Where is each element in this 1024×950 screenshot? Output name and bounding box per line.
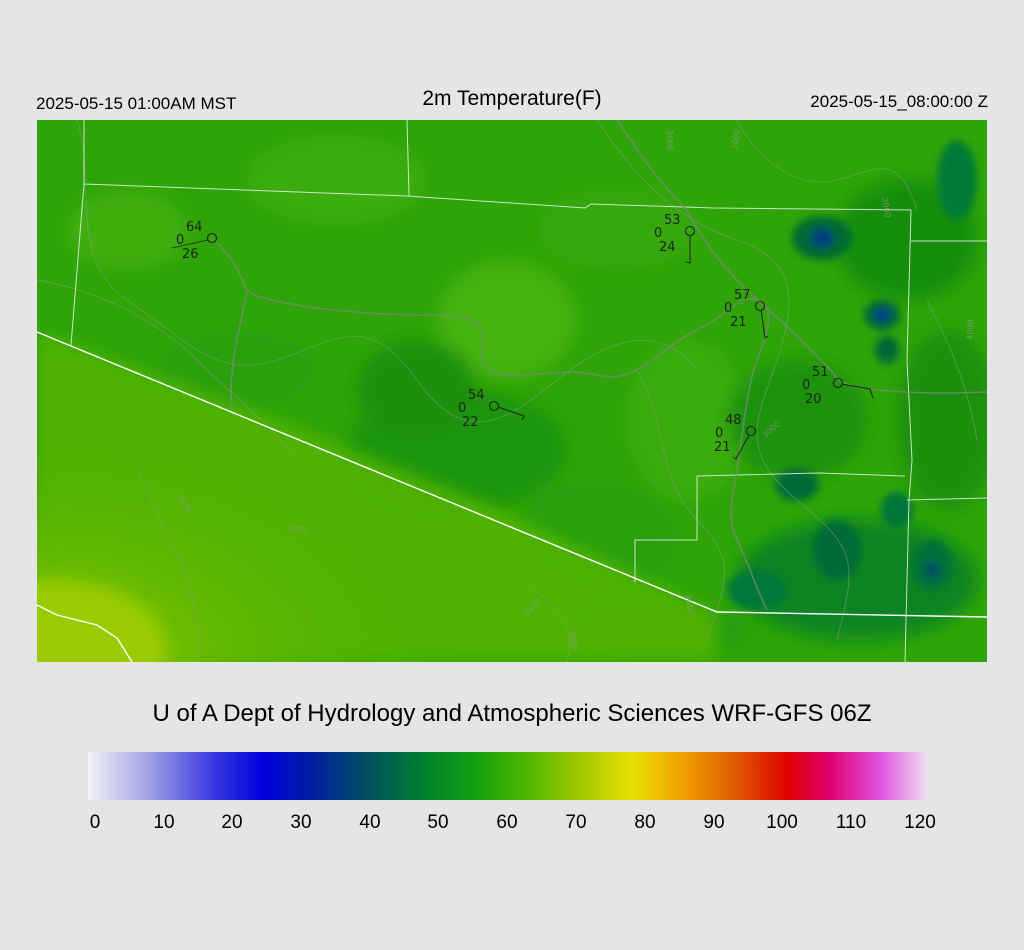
station-mid: 0 [654, 226, 662, 241]
station-temp: 51 [812, 365, 829, 380]
county-borders [70, 120, 987, 662]
wind-barb [841, 383, 874, 399]
station-plot: 53 0 24 [654, 213, 696, 264]
station-plot: 51 0 20 [802, 365, 874, 407]
station-plot: 64 0 26 [171, 220, 218, 262]
international-border [37, 331, 987, 662]
colorbar-tick: 90 [703, 812, 725, 833]
cold-spots [727, 140, 977, 610]
colorbar-tick: 100 [766, 812, 798, 833]
topo-contours [37, 120, 978, 662]
station-temp: 53 [664, 213, 681, 228]
highways [211, 120, 987, 611]
colorbar-tick: 70 [565, 812, 587, 833]
station-dewpoint: 22 [462, 415, 479, 430]
colorbar-tick: 120 [904, 812, 936, 833]
contour-label: 3000 [880, 197, 892, 219]
station-dewpoint: 21 [714, 440, 731, 455]
station-mid: 0 [176, 233, 184, 248]
colorbar-tick: 10 [153, 812, 175, 833]
contour-label: 4000 [683, 594, 695, 616]
warmest-zone [37, 580, 167, 662]
colorbar-tick: 20 [221, 812, 243, 833]
colorbar-tick: 50 [427, 812, 449, 833]
station-dewpoint: 21 [730, 315, 747, 330]
station-plot: 57 0 21 [724, 288, 769, 339]
contour-label: 3000 [665, 130, 674, 150]
local-time-label: 2025-05-15 01:00AM MST [36, 94, 237, 113]
station-temp: 57 [734, 288, 751, 303]
station-circle [488, 400, 500, 412]
station-dewpoint: 26 [182, 247, 199, 262]
model-credit: U of A Dept of Hydrology and Atmospheric… [152, 700, 872, 727]
station-dewpoint: 20 [805, 392, 822, 407]
station-plot: 54 0 22 [458, 388, 525, 430]
station-plot: 48 0 21 [714, 413, 757, 460]
colorbar-tick: 40 [359, 812, 381, 833]
station-circle [832, 377, 844, 389]
station-mid: 0 [724, 301, 732, 316]
station-mid: 0 [715, 426, 723, 441]
station-circle [206, 232, 218, 244]
station-temp: 48 [725, 413, 742, 428]
station-circle [754, 300, 766, 312]
wind-barb [685, 235, 691, 264]
wind-barb [760, 309, 769, 339]
temperature-map: 3000 3000 3000 4000 1000 2000 3000 3000 … [37, 120, 987, 662]
station-circle [745, 425, 757, 437]
colorbar-tick: 0 [89, 812, 101, 833]
station-temp: 54 [468, 388, 485, 403]
contour-label: 2000 [287, 525, 307, 534]
colorbar-tick: 60 [496, 812, 518, 833]
station-temp: 64 [186, 220, 203, 235]
map-title: 2m Temperature(F) [422, 87, 602, 110]
contour-label: 3000 [567, 629, 579, 651]
colorbar [88, 752, 928, 800]
colorbar-tick: 30 [290, 812, 312, 833]
station-dewpoint: 24 [659, 240, 676, 255]
wind-barb [171, 239, 209, 249]
wind-barb [732, 434, 750, 460]
colorbar-tick: 80 [634, 812, 656, 833]
map-svg: 3000 3000 3000 4000 1000 2000 3000 3000 … [37, 120, 987, 662]
station-mid: 0 [802, 378, 810, 393]
contour-label: 4000 [965, 319, 976, 340]
colorbar-tick: 110 [835, 812, 867, 833]
colorbar-ticks: 0 10 20 30 40 50 60 70 80 90 100 110 120 [0, 812, 1024, 842]
wind-barb [497, 406, 525, 421]
utc-time-label: 2025-05-15_08:00:00 Z [810, 92, 988, 111]
station-mid: 0 [458, 401, 466, 416]
contour-label: 3000 [730, 129, 742, 151]
